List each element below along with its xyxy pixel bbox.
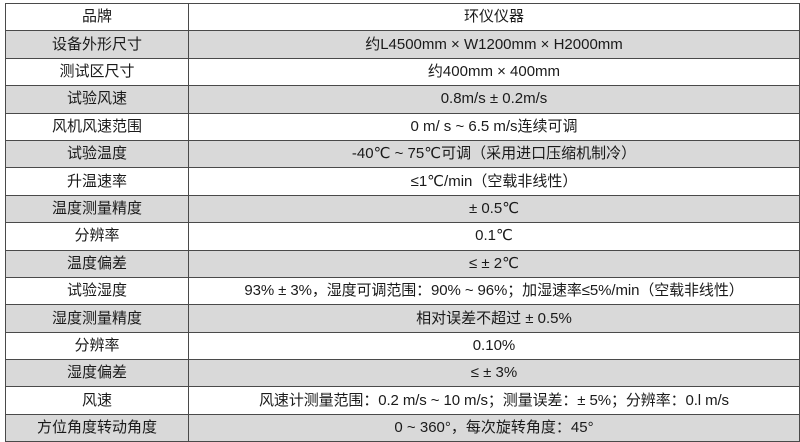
spec-value-cell: ≤ ± 2℃ [188,249,800,278]
spec-label-cell: 升温速率 [5,167,189,196]
spec-value-cell: 约400mm × 400mm [188,57,800,87]
spec-label-cell: 风速 [5,386,189,415]
table-row: 温度偏差 ≤ ± 2℃ [5,249,800,278]
spec-value-cell: -40℃ ~ 75℃可调（采用进口压缩机制冷） [188,139,800,169]
table-row: 试验温度 -40℃ ~ 75℃可调（采用进口压缩机制冷） [5,139,800,169]
table-row: 分辨率 0.1℃ [5,222,800,251]
table-row: 温度测量精度 ± 0.5℃ [5,194,800,224]
spec-label-cell: 设备外形尺寸 [5,30,189,59]
spec-label-cell: 品牌 [5,2,189,32]
spec-value-cell: ± 0.5℃ [188,194,800,224]
specification-table: 品牌 环仪仪器 设备外形尺寸 约L4500mm × W1200mm × H2000mm… [5,2,800,442]
specification-table-container: 品牌 环仪仪器 设备外形尺寸 约L4500mm × W1200mm × H2000mm… [5,2,800,442]
spec-label-cell: 风机风速范围 [5,112,189,141]
spec-value-cell: 0.1℃ [188,222,800,251]
table-row: 风机风速范围 0 m/ s ~ 6.5 m/s连续可调 [5,112,800,141]
spec-value-cell: 0.10% [188,331,800,361]
spec-value-cell: 风速计测量范围：0.2 m/s ~ 10 m/s；测量误差：± 5%；分辨率：0… [188,386,800,415]
spec-label-cell: 试验温度 [5,139,189,169]
spec-label-cell: 温度偏差 [5,249,189,278]
spec-label-cell: 试验风速 [5,85,189,114]
table-row: 测试区尺寸 约400mm × 400mm [5,57,800,87]
spec-value-cell: ≤1℃/min（空载非线性） [188,167,800,196]
spec-label-cell: 试验湿度 [5,276,189,306]
spec-value-cell: 0.8m/s ± 0.2m/s [188,85,800,114]
spec-label-cell: 湿度偏差 [5,359,189,388]
table-row: 湿度偏差 ≤ ± 3% [5,359,800,388]
table-row: 湿度测量精度 相对误差不超过 ± 0.5% [5,304,800,333]
spec-label-cell: 温度测量精度 [5,194,189,224]
spec-value-cell: 环仪仪器 [188,2,800,32]
table-row: 品牌 环仪仪器 [5,2,800,32]
spec-value-cell: 0 ~ 360°，每次旋转角度：45° [188,413,800,442]
table-row: 风速 风速计测量范围：0.2 m/s ~ 10 m/s；测量误差：± 5%；分辨率… [5,386,800,415]
spec-value-cell: 约L4500mm × W1200mm × H2000mm [188,30,800,59]
table-row: 设备外形尺寸 约L4500mm × W1200mm × H2000mm [5,30,800,59]
spec-value-cell: 93% ± 3%，湿度可调范围：90% ~ 96%；加湿速率≤5%/min（空载… [188,276,800,306]
spec-value-cell: ≤ ± 3% [188,359,800,388]
table-row: 试验风速 0.8m/s ± 0.2m/s [5,85,800,114]
spec-label-cell: 湿度测量精度 [5,304,189,333]
table-row: 分辨率 0.10% [5,331,800,361]
spec-value-cell: 0 m/ s ~ 6.5 m/s连续可调 [188,112,800,141]
table-row: 方位角度转动角度 0 ~ 360°，每次旋转角度：45° [5,413,800,442]
table-row: 升温速率 ≤1℃/min（空载非线性） [5,167,800,196]
spec-label-cell: 测试区尺寸 [5,57,189,87]
spec-label-cell: 分辨率 [5,222,189,251]
table-row: 试验湿度 93% ± 3%，湿度可调范围：90% ~ 96%；加湿速率≤5%/mi… [5,276,800,306]
specification-table-body: 品牌 环仪仪器 设备外形尺寸 约L4500mm × W1200mm × H2000mm… [5,2,800,442]
spec-label-cell: 分辨率 [5,331,189,361]
spec-label-cell: 方位角度转动角度 [5,413,189,442]
spec-value-cell: 相对误差不超过 ± 0.5% [188,304,800,333]
